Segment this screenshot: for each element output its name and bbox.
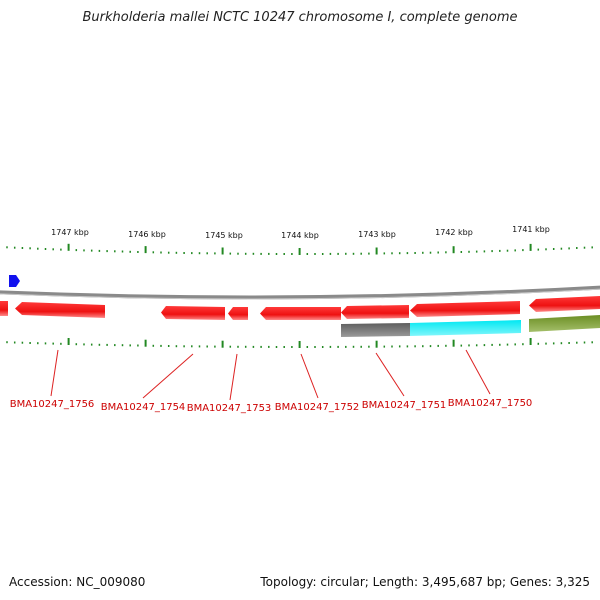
tick-label: 1744 kbp [281, 231, 319, 240]
feature-block-cyan[interactable] [410, 320, 521, 336]
leader-1750 [465, 349, 491, 395]
leader-1756 [50, 349, 59, 397]
label-leaders [50, 349, 491, 401]
gene-arrow-1756[interactable] [15, 302, 105, 318]
tick-label: 1742 kbp [435, 228, 473, 237]
backbone-arc [0, 285, 600, 300]
tick-label: 1743 kbp [358, 230, 396, 239]
gene-label[interactable]: BMA10247_1753 [187, 403, 272, 414]
direction-marker-icon[interactable] [9, 275, 20, 287]
feature-block-olive[interactable] [529, 315, 600, 332]
tick-label: 1746 kbp [128, 230, 166, 239]
backbone-arc-highlight [0, 288, 600, 300]
map-title: Burkholderia mallei NCTC 10247 chromosom… [82, 10, 518, 25]
gene-arrow-1750[interactable] [410, 301, 520, 317]
gene-arrow-right-edge[interactable] [529, 296, 600, 312]
gene-arrow-1754[interactable] [161, 306, 225, 320]
gene-arrow-left-edge[interactable] [0, 301, 8, 316]
accession-text: Accession: NC_009080 [9, 575, 146, 589]
leader-1752 [300, 353, 319, 399]
gene-arrow-1753[interactable] [228, 307, 248, 320]
leader-1754 [142, 353, 194, 399]
gene-label[interactable]: BMA10247_1756 [10, 399, 95, 410]
tick-label: 1745 kbp [205, 231, 243, 240]
inner-tick-ring [6, 338, 593, 348]
tick-label: 1747 kbp [51, 228, 89, 237]
outer-tick-ring [6, 243, 593, 255]
gene-label[interactable]: BMA10247_1751 [362, 400, 447, 411]
feature-block-gray[interactable] [341, 323, 410, 337]
leader-1753 [229, 353, 238, 401]
leader-1751 [375, 352, 405, 397]
gene-arrow-1752[interactable] [260, 307, 341, 320]
tick-label: 1741 kbp [512, 225, 550, 234]
gene-track [0, 296, 600, 320]
gene-label[interactable]: BMA10247_1754 [101, 402, 186, 413]
feature-track [341, 315, 600, 337]
genome-summary-text: Topology: circular; Length: 3,495,687 bp… [260, 575, 590, 589]
gene-arrow-1751[interactable] [341, 305, 409, 319]
gene-label[interactable]: BMA10247_1750 [448, 398, 533, 409]
gene-label[interactable]: BMA10247_1752 [275, 402, 360, 413]
